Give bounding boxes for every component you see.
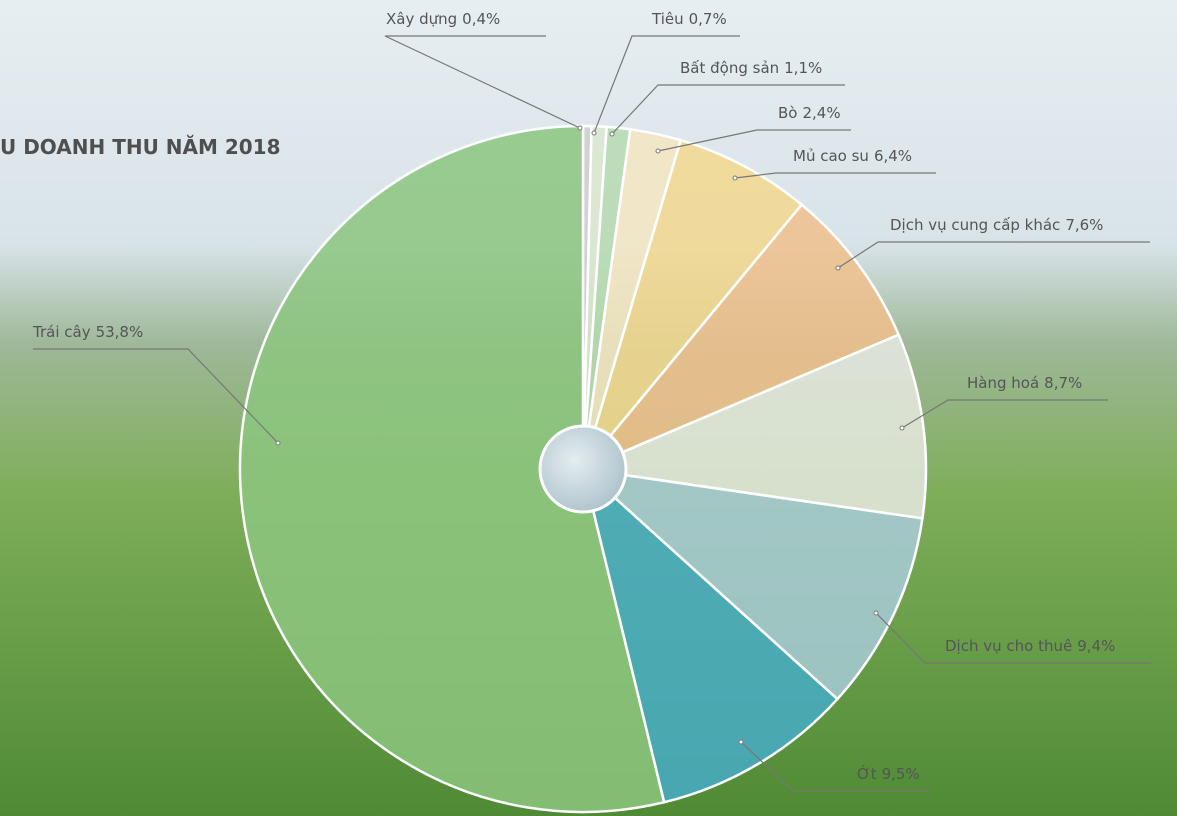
- value-label: 2,4%: [802, 104, 840, 122]
- category-label: Ớt: [857, 764, 877, 783]
- category-label: Dịch vụ cho thuê: [945, 637, 1072, 655]
- category-label: Tiêu: [651, 10, 684, 28]
- leader-dot: [733, 176, 737, 180]
- slice-label: Bò 2,4%: [778, 104, 841, 122]
- slice-label: Mủ cao su 6,4%: [793, 147, 912, 165]
- chart: U DOANH THU NĂM 2018 Xây dựng 0,4% Tiêu 0,7…: [0, 0, 1177, 816]
- leader-dot: [276, 441, 280, 445]
- category-label: Mủ cao su: [793, 147, 869, 165]
- slice-label: Trái cây 53,8%: [32, 323, 143, 341]
- value-label: 8,7%: [1044, 374, 1082, 392]
- leader-dot: [836, 266, 840, 270]
- category-label: Xây dựng: [386, 10, 457, 28]
- slice-label: Ớt 9,5%: [857, 764, 920, 783]
- value-label: 6,4%: [874, 147, 912, 165]
- category-label: Bất động sản: [680, 59, 779, 77]
- value-label: 53,8%: [96, 323, 144, 341]
- slice-label: Hàng hoá 8,7%: [967, 374, 1082, 392]
- leader-dot: [874, 611, 878, 615]
- slice-label: Dịch vụ cung cấp khác 7,6%: [890, 216, 1103, 234]
- leader-dot: [656, 149, 660, 153]
- page: U DOANH THU NĂM 2018 Xây dựng 0,4% Tiêu 0,7…: [0, 0, 1177, 816]
- slice-label: Dịch vụ cho thuê 9,4%: [945, 637, 1115, 655]
- leader-dot: [739, 740, 743, 744]
- value-label: 7,6%: [1065, 216, 1103, 234]
- category-label: Bò: [778, 104, 797, 122]
- value-label: 9,5%: [882, 765, 920, 783]
- center-hole: [540, 426, 626, 512]
- leader-dot: [592, 131, 596, 135]
- category-label: Trái cây: [32, 323, 91, 341]
- slice-label: Bất động sản 1,1%: [680, 59, 822, 77]
- category-label: Hàng hoá: [967, 374, 1039, 392]
- leader-dot: [900, 426, 904, 430]
- value-label: 1,1%: [784, 59, 822, 77]
- slice-label: Xây dựng 0,4%: [386, 10, 500, 28]
- value-label: 0,7%: [689, 10, 727, 28]
- value-label: 9,4%: [1077, 637, 1115, 655]
- value-label: 0,4%: [462, 10, 500, 28]
- leader-dot: [578, 126, 582, 130]
- leader-dot: [610, 132, 614, 136]
- category-label: Dịch vụ cung cấp khác: [890, 216, 1060, 234]
- chart-title: U DOANH THU NĂM 2018: [0, 135, 281, 159]
- slice-label: Tiêu 0,7%: [651, 10, 727, 28]
